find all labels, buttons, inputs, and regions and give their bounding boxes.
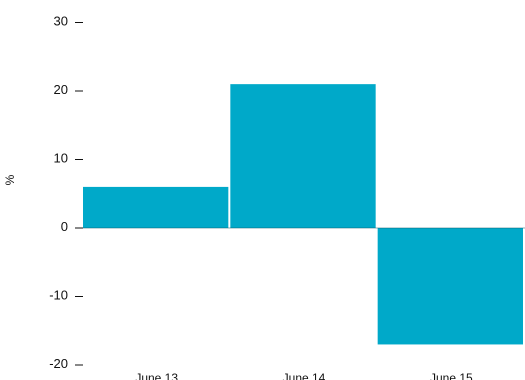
bar-june-13 (83, 186, 229, 228)
y-axis: 30 20 10 0 -10 -20 (49, 14, 83, 371)
x-tick-label: June 15 (430, 371, 473, 380)
x-axis: June 13 June 14 June 15 (135, 371, 473, 380)
bars-layer (83, 84, 525, 345)
bar-june-14 (230, 84, 376, 229)
y-tick-label: 30 (54, 14, 68, 29)
y-tick-label: 10 (54, 151, 68, 166)
bar-june-15 (377, 228, 523, 345)
y-axis-label: % (3, 174, 17, 185)
y-tick-label: -10 (49, 288, 68, 303)
y-tick-label: 20 (54, 82, 68, 97)
y-tick-label: -20 (49, 356, 68, 371)
y-tick-label: 0 (61, 219, 68, 234)
x-tick-label: June 14 (283, 371, 326, 380)
x-tick-label: June 13 (135, 371, 178, 380)
